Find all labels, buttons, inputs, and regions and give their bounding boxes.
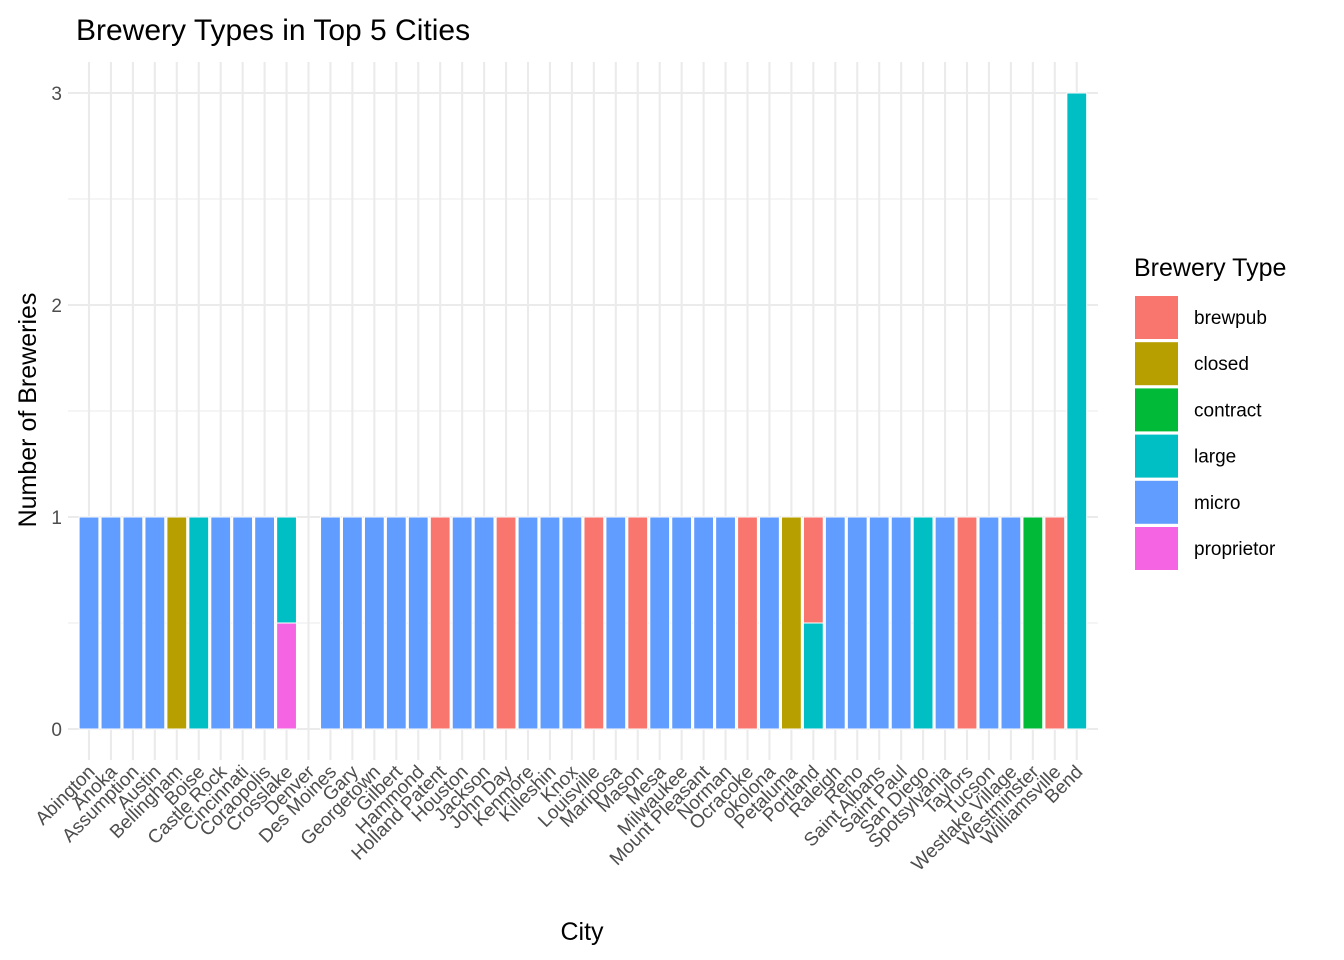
legend-title: Brewery Type [1134, 254, 1286, 282]
bar-micro [144, 516, 166, 730]
legend-label: contract [1194, 400, 1262, 421]
bar-micro [715, 516, 736, 730]
bar-large [912, 516, 934, 730]
bar-micro [320, 516, 341, 730]
bar-micro [890, 516, 912, 730]
bar-micro [605, 516, 627, 730]
bar-micro [100, 516, 122, 730]
legend-label: micro [1194, 493, 1240, 514]
legend-key-closed [1135, 342, 1178, 386]
bar-micro [649, 516, 671, 730]
bar-micro [517, 516, 539, 730]
bar-micro [232, 516, 254, 730]
bar-micro [254, 516, 275, 730]
legend-key-proprietor [1135, 527, 1178, 570]
chart-title: Brewery Types in Top 5 Cities [76, 14, 470, 47]
bar-micro [1000, 516, 1022, 730]
bar-micro [561, 516, 583, 730]
legend-key-large [1135, 434, 1178, 478]
bar-micro [78, 516, 100, 730]
legend-label: large [1194, 447, 1236, 468]
bar-brewpub [583, 516, 605, 730]
y-axis-title: Number of Breweries [14, 293, 42, 528]
bar-brewpub [737, 516, 758, 730]
legend-key-brewpub [1135, 296, 1178, 339]
legend-label: brewpub [1194, 308, 1267, 329]
bar-micro [363, 516, 385, 730]
bar-large [188, 516, 210, 730]
bar-micro [473, 516, 495, 730]
bar-micro [122, 516, 144, 730]
bar-micro [846, 516, 868, 730]
bars [78, 92, 1088, 730]
legend-key-micro [1135, 480, 1178, 524]
bar-brewpub [429, 516, 451, 730]
legend-label: proprietor [1194, 539, 1276, 560]
y-axis: 0 1 2 3 [51, 84, 62, 741]
y-tick-label: 2 [51, 296, 62, 317]
bar-micro [210, 516, 232, 730]
x-axis: AbingtonAnokaAssumptionAustinBellinghamB… [32, 761, 1088, 875]
bar-large [1066, 92, 1088, 730]
y-tick-label: 3 [51, 84, 62, 105]
bar-micro [407, 516, 429, 730]
legend-key-contract [1135, 388, 1178, 432]
bar-micro [539, 516, 561, 730]
bar-micro [978, 516, 1000, 730]
bar-brewpub [956, 516, 978, 730]
bar-brewpub [495, 516, 517, 730]
legend-label: closed [1194, 354, 1249, 375]
bar-micro [342, 516, 363, 730]
y-tick-label: 1 [51, 508, 62, 529]
bar-micro [759, 516, 780, 730]
bar-large [802, 622, 824, 730]
bar-proprietor [276, 622, 297, 730]
y-tick-label: 0 [51, 720, 62, 741]
bar-brewpub [627, 516, 649, 730]
bar-closed [781, 516, 802, 730]
bar-micro [451, 516, 473, 730]
bar-micro [693, 516, 715, 730]
bar-micro [824, 516, 846, 730]
bar-contract [1022, 516, 1044, 730]
bar-micro [671, 516, 693, 730]
x-axis-title: City [560, 918, 604, 946]
bar-micro [868, 516, 890, 730]
bar-brewpub [802, 516, 824, 624]
bar-micro [385, 516, 407, 730]
bar-large [276, 516, 297, 624]
bar-micro [934, 516, 956, 730]
legend: Brewery Type brewpub closed contract large m… [1134, 254, 1286, 570]
bar-closed [166, 516, 188, 730]
bar-brewpub [1044, 516, 1066, 730]
